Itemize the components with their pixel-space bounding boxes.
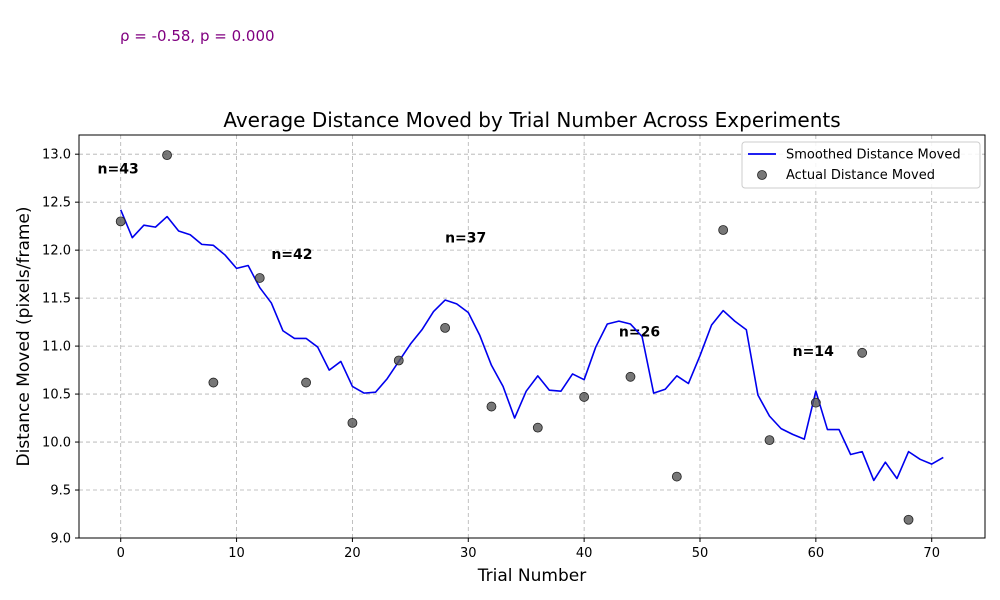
legend-label-smoothed: Smoothed Distance Moved (786, 148, 961, 163)
y-tick-label: 12.0 (42, 244, 71, 259)
grid-lines (79, 135, 985, 539)
y-tick-label: 10.5 (42, 388, 71, 403)
scatter-point (718, 225, 729, 235)
scatter-point (440, 322, 451, 333)
legend-label-actual: Actual Distance Moved (786, 168, 935, 183)
scatter-point (857, 347, 868, 358)
y-tick-label: 10.0 (42, 436, 71, 451)
x-tick-label: 10 (228, 546, 245, 561)
scatter-point (347, 417, 358, 428)
scatter-point (532, 422, 543, 433)
x-tick-label: 30 (460, 546, 477, 561)
scatter-point (671, 471, 682, 482)
data-series (115, 150, 944, 525)
legend: Smoothed Distance Moved Actual Distance … (741, 141, 981, 189)
y-axis-label: Distance Moved (pixels/frame) (14, 206, 34, 466)
correlation-stat: ρ = -0.58, p = 0.000 (120, 27, 275, 45)
x-tick-label: 60 (808, 546, 825, 561)
legend-dot-swatch (757, 170, 767, 180)
scatter-point (764, 435, 775, 446)
scatter-point (903, 514, 914, 525)
x-tick-label: 20 (344, 546, 361, 561)
sample-size-label: n=42 (271, 247, 312, 263)
y-tick-label: 12.5 (42, 196, 71, 211)
scatter-point (486, 401, 497, 412)
smoothed-line (119, 209, 944, 482)
x-axis-label: Trial Number (477, 566, 586, 586)
y-tick-label: 9.0 (50, 532, 71, 547)
chart-title: Average Distance Moved by Trial Number A… (223, 108, 840, 132)
sample-size-annotations: n=43n=42n=37n=26n=14 (98, 162, 835, 360)
scatter-point (301, 377, 311, 388)
scatter-point (625, 371, 636, 382)
scatter-point (162, 150, 172, 161)
y-tick-label: 9.5 (50, 484, 71, 499)
scatter-point (254, 273, 265, 283)
scatter-point (115, 216, 126, 227)
legend-box (741, 141, 981, 189)
sample-size-label: n=37 (445, 231, 486, 247)
plot-frame (78, 134, 986, 539)
scatter-point (393, 355, 404, 366)
sample-size-label: n=14 (793, 344, 834, 360)
x-tick-label: 50 (692, 546, 709, 561)
scatter-point (810, 397, 821, 408)
y-tick-label: 11.5 (42, 292, 71, 307)
x-tick-label: 0 (117, 546, 125, 561)
y-tick-label: 11.0 (42, 340, 71, 355)
x-tick-label: 70 (923, 546, 940, 561)
y-tick-label: 13.0 (42, 148, 71, 163)
scatter-point (579, 392, 590, 402)
axes: 0 10 20 30 40 50 60 70 9.0 9.5 10.0 10.5 11.0 11.5 12.… (42, 148, 940, 561)
x-tick-label: 40 (576, 546, 593, 561)
scatter-point (208, 377, 219, 388)
sample-size-label: n=43 (98, 162, 139, 178)
